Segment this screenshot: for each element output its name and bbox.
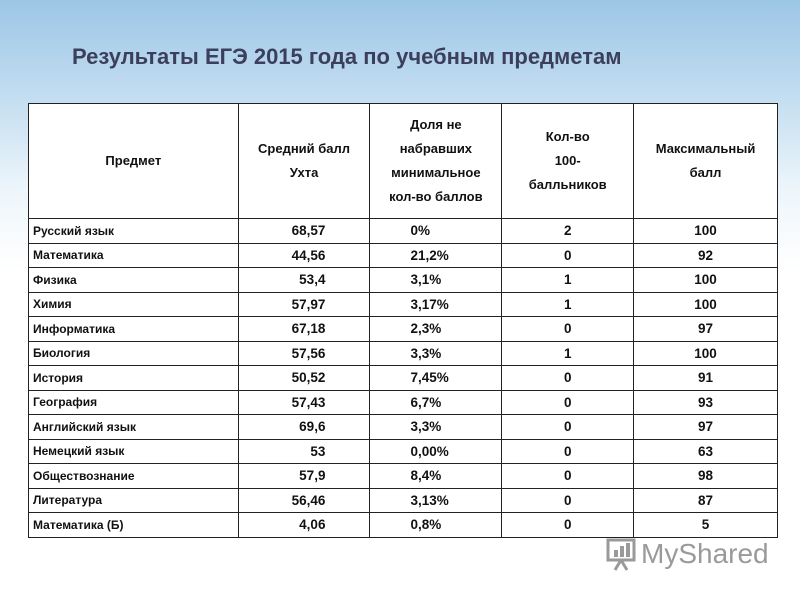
table-cell: Биология [28, 340, 239, 366]
table-row: География 57,43 6,7% 0 93 [28, 389, 778, 415]
table-cell: 98 [633, 463, 778, 489]
table-row: Математика 44,56 21,2% 0 92 [28, 242, 778, 268]
table-cell: 0 [501, 242, 635, 268]
table-cell: 4,06 [237, 512, 371, 538]
table-row: Русский язык 68,57 0% 2 100 [28, 218, 778, 244]
table-cell: 3,1% [369, 267, 503, 293]
table-cell: 56,46 [237, 487, 371, 513]
table-cell: 5 [633, 512, 778, 538]
table-cell: 100 [633, 267, 778, 293]
table-cell: 0% [369, 218, 503, 244]
table-cell: 97 [633, 316, 778, 342]
table-row: История 50,52 7,45% 0 91 [28, 365, 778, 391]
table-cell: 0,00% [369, 438, 503, 464]
table-cell: 92 [633, 242, 778, 268]
table-row: Химия 57,97 3,17% 1 100 [28, 291, 778, 317]
table-cell: 68,57 [237, 218, 371, 244]
table-cell: 0 [501, 463, 635, 489]
table-cell: 0,8% [369, 512, 503, 538]
table-cell: 0 [501, 365, 635, 391]
header-cell: Кол-во 100- балльников [501, 103, 635, 219]
header-cell: Средний балл Ухта [237, 103, 371, 219]
table-cell: 100 [633, 291, 778, 317]
table-body: Русский язык 68,57 0% 2 100 Математика 44,56 21… [28, 218, 778, 538]
table-cell: Математика [28, 242, 239, 268]
table-cell: 63 [633, 438, 778, 464]
table-cell: 21,2% [369, 242, 503, 268]
table-cell: 0 [501, 487, 635, 513]
table-cell: Математика (Б) [28, 512, 239, 538]
table-cell: 3,17% [369, 291, 503, 317]
table-cell: 53,4 [237, 267, 371, 293]
table-cell: 97 [633, 414, 778, 440]
table-cell: 57,97 [237, 291, 371, 317]
table-cell: 2,3% [369, 316, 503, 342]
table-row: Литература 56,46 3,13% 0 87 [28, 487, 778, 513]
table-cell: 6,7% [369, 389, 503, 415]
results-table: Предмет Средний балл Ухта Доля не набравши… [28, 103, 778, 538]
table-cell: 1 [501, 267, 635, 293]
table-cell: 3,13% [369, 487, 503, 513]
header-cell: Максимальный балл [633, 103, 778, 219]
table-cell: 50,52 [237, 365, 371, 391]
table-cell: 2 [501, 218, 635, 244]
table-cell: Физика [28, 267, 239, 293]
table-cell: Русский язык [28, 218, 239, 244]
table-row: Обществознание 57,9 8,4% 0 98 [28, 463, 778, 489]
table-row: Математика (Б) 4,06 0,8% 0 5 [28, 512, 778, 538]
table-cell: 0 [501, 316, 635, 342]
table-cell: 91 [633, 365, 778, 391]
table-row: Немецкий язык 53 0,00% 0 63 [28, 438, 778, 464]
table-cell: Химия [28, 291, 239, 317]
table-cell: Английский язык [28, 414, 239, 440]
table-cell: 100 [633, 340, 778, 366]
table-cell: Обществознание [28, 463, 239, 489]
table-cell: 1 [501, 340, 635, 366]
table-cell: 57,9 [237, 463, 371, 489]
table-cell: 53 [237, 438, 371, 464]
table-cell: 57,56 [237, 340, 371, 366]
watermark-text: MyShared [641, 538, 769, 569]
table-cell: 7,45% [369, 365, 503, 391]
table-cell: 44,56 [237, 242, 371, 268]
table-row: Физика 53,4 3,1% 1 100 [28, 267, 778, 293]
table-row: Английский язык 69,6 3,3% 0 97 [28, 414, 778, 440]
table-cell: 1 [501, 291, 635, 317]
watermark: MyShared [605, 536, 769, 572]
table-cell: 0 [501, 389, 635, 415]
table-cell: 3,3% [369, 340, 503, 366]
watermark-icon [606, 538, 636, 571]
table-cell: Литература [28, 487, 239, 513]
table-cell: 67,18 [237, 316, 371, 342]
table-cell: 0 [501, 512, 635, 538]
header-cell: Предмет [28, 103, 239, 219]
table-cell: 3,3% [369, 414, 503, 440]
table-cell: 57,43 [237, 389, 371, 415]
table-cell: Информатика [28, 316, 239, 342]
table-cell: Немецкий язык [28, 438, 239, 464]
header-row: Предмет Средний балл Ухта Доля не набравши… [28, 103, 778, 219]
table-cell: 8,4% [369, 463, 503, 489]
table-cell: 0 [501, 438, 635, 464]
table-row: Информатика 67,18 2,3% 0 97 [28, 316, 778, 342]
table-cell: География [28, 389, 239, 415]
header-cell: Доля не набравших минимальное кол-во бал… [369, 103, 503, 219]
slide-title: Результаты ЕГЭ 2015 года по учебным пред… [72, 44, 622, 69]
table-cell: 87 [633, 487, 778, 513]
table-cell: 0 [501, 414, 635, 440]
table-cell: 100 [633, 218, 778, 244]
table-cell: 93 [633, 389, 778, 415]
table-cell: 69,6 [237, 414, 371, 440]
table-row: Биология 57,56 3,3% 1 100 [28, 340, 778, 366]
table-cell: История [28, 365, 239, 391]
